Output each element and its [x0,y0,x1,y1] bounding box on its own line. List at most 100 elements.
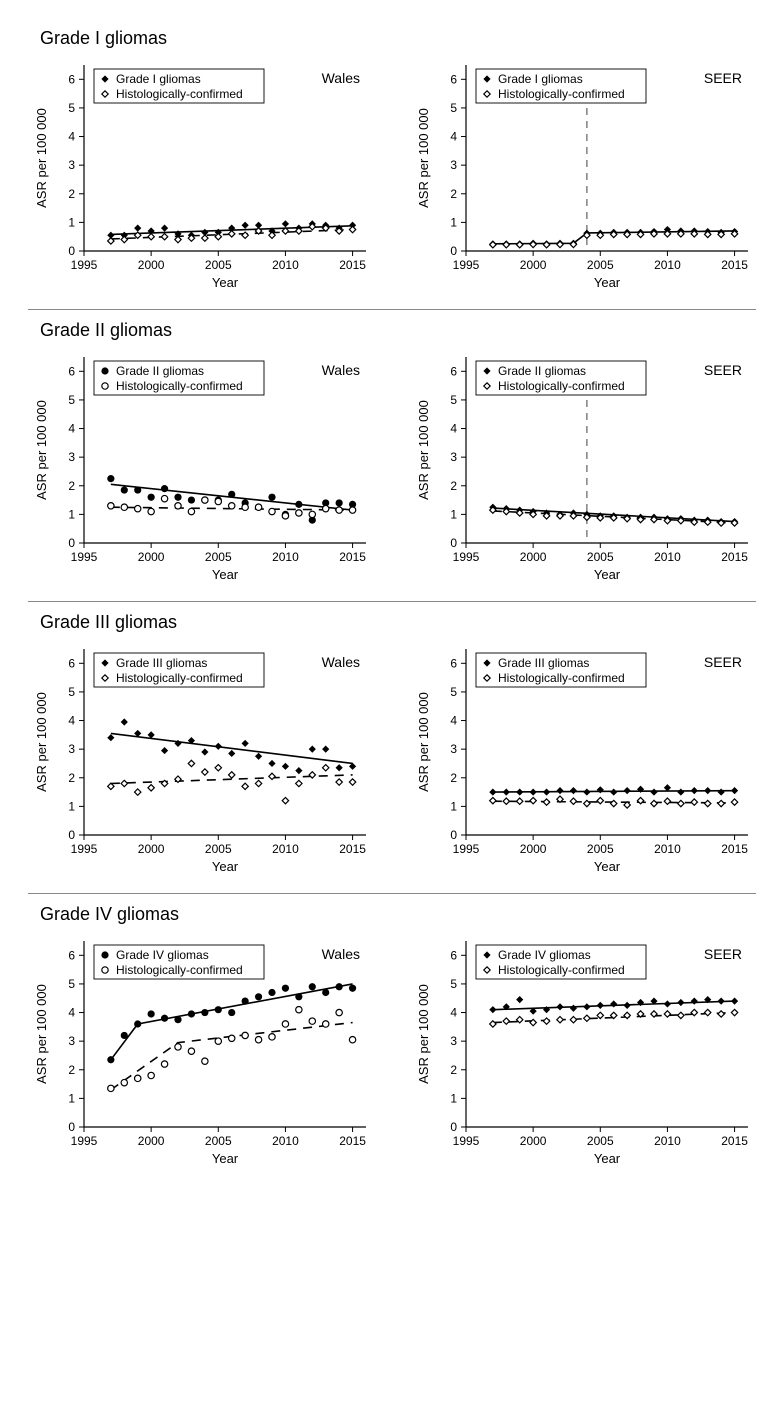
panel-region-label: SEER [704,70,742,86]
svg-text:2005: 2005 [205,550,232,564]
panel-region-label: Wales [322,362,360,378]
svg-text:2010: 2010 [272,1134,299,1148]
svg-text:2010: 2010 [654,1134,681,1148]
svg-text:0: 0 [450,244,457,258]
svg-text:0: 0 [68,244,75,258]
legend-label-hist: Histologically-confirmed [116,87,243,101]
section-4: Grade IV gliomas012345619952000200520102… [20,904,764,1171]
svg-text:2015: 2015 [721,842,748,856]
section-title: Grade IV gliomas [40,904,764,925]
section-title: Grade III gliomas [40,612,764,633]
svg-text:2: 2 [68,771,75,785]
svg-text:2: 2 [450,1063,457,1077]
legend-label-main: Grade II gliomas [116,364,204,378]
svg-text:3: 3 [450,450,457,464]
svg-text:1: 1 [68,799,75,813]
y-axis-label: ASR per 100 000 [416,984,431,1084]
svg-text:1995: 1995 [453,258,480,272]
svg-text:2: 2 [450,771,457,785]
svg-text:4: 4 [68,130,75,144]
svg-text:4: 4 [68,714,75,728]
svg-text:2000: 2000 [520,258,547,272]
svg-text:2000: 2000 [520,550,547,564]
svg-text:4: 4 [450,422,457,436]
x-axis-label: Year [212,859,239,874]
svg-text:2010: 2010 [654,550,681,564]
section-divider [28,893,756,894]
chart-panel: 012345619952000200520102015YearASR per 1… [410,639,760,879]
svg-text:2005: 2005 [587,258,614,272]
svg-text:4: 4 [68,422,75,436]
svg-text:2010: 2010 [272,550,299,564]
svg-text:1995: 1995 [71,550,98,564]
panel-region-label: Wales [322,654,360,670]
svg-text:1995: 1995 [71,842,98,856]
svg-text:6: 6 [450,364,457,378]
svg-text:2015: 2015 [721,1134,748,1148]
svg-text:0: 0 [450,828,457,842]
svg-text:6: 6 [68,72,75,86]
svg-text:5: 5 [450,101,457,115]
legend-label-hist: Histologically-confirmed [498,671,625,685]
panel-wrap: 012345619952000200520102015YearASR per 1… [410,931,760,1171]
svg-text:2000: 2000 [138,550,165,564]
legend-label-hist: Histologically-confirmed [498,963,625,977]
svg-text:2010: 2010 [272,842,299,856]
legend-label-main: Grade I gliomas [116,72,201,86]
legend-label-main: Grade IV gliomas [498,948,591,962]
chart-panel: 012345619952000200520102015YearASR per 1… [410,55,760,295]
svg-text:1995: 1995 [453,1134,480,1148]
legend-label-hist: Histologically-confirmed [116,671,243,685]
svg-text:2005: 2005 [205,842,232,856]
panel-wrap: 012345619952000200520102015YearASR per 1… [28,931,378,1171]
svg-text:3: 3 [450,1034,457,1048]
svg-text:1: 1 [450,507,457,521]
panel-region-label: SEER [704,362,742,378]
svg-text:5: 5 [68,977,75,991]
svg-text:5: 5 [450,393,457,407]
panel-region-label: SEER [704,946,742,962]
svg-text:6: 6 [450,948,457,962]
svg-text:2010: 2010 [272,258,299,272]
svg-text:2000: 2000 [520,1134,547,1148]
legend-label-main: Grade I gliomas [498,72,583,86]
svg-text:2005: 2005 [587,842,614,856]
svg-text:1: 1 [68,507,75,521]
legend-label-hist: Histologically-confirmed [116,379,243,393]
svg-text:1: 1 [450,799,457,813]
panel-region-label: Wales [322,70,360,86]
svg-text:3: 3 [450,742,457,756]
legend-label-main: Grade III gliomas [498,656,589,670]
chart-panel: 012345619952000200520102015YearASR per 1… [410,347,760,587]
svg-text:4: 4 [68,1006,75,1020]
y-axis-label: ASR per 100 000 [34,108,49,208]
y-axis-label: ASR per 100 000 [34,984,49,1084]
panel-wrap: 012345619952000200520102015YearASR per 1… [28,347,378,587]
svg-text:4: 4 [450,714,457,728]
svg-text:2005: 2005 [205,258,232,272]
svg-text:2: 2 [450,479,457,493]
svg-text:2: 2 [68,479,75,493]
x-axis-label: Year [212,567,239,582]
x-axis-label: Year [212,275,239,290]
legend-label-main: Grade III gliomas [116,656,207,670]
svg-text:2: 2 [450,187,457,201]
svg-text:1: 1 [450,215,457,229]
svg-text:0: 0 [68,828,75,842]
svg-text:5: 5 [68,101,75,115]
panel-row: 012345619952000200520102015YearASR per 1… [20,639,764,879]
svg-text:1995: 1995 [453,842,480,856]
y-axis-label: ASR per 100 000 [34,692,49,792]
section-3: Grade III gliomas01234561995200020052010… [20,612,764,879]
legend-label-hist: Histologically-confirmed [116,963,243,977]
x-axis-label: Year [594,567,621,582]
panel-region-label: SEER [704,654,742,670]
section-title: Grade II gliomas [40,320,764,341]
legend-label-main: Grade II gliomas [498,364,586,378]
chart-panel: 012345619952000200520102015YearASR per 1… [28,55,378,295]
panel-row: 012345619952000200520102015YearASR per 1… [20,55,764,295]
svg-text:2000: 2000 [138,258,165,272]
svg-text:3: 3 [68,1034,75,1048]
x-axis-label: Year [594,1151,621,1166]
section-divider [28,309,756,310]
